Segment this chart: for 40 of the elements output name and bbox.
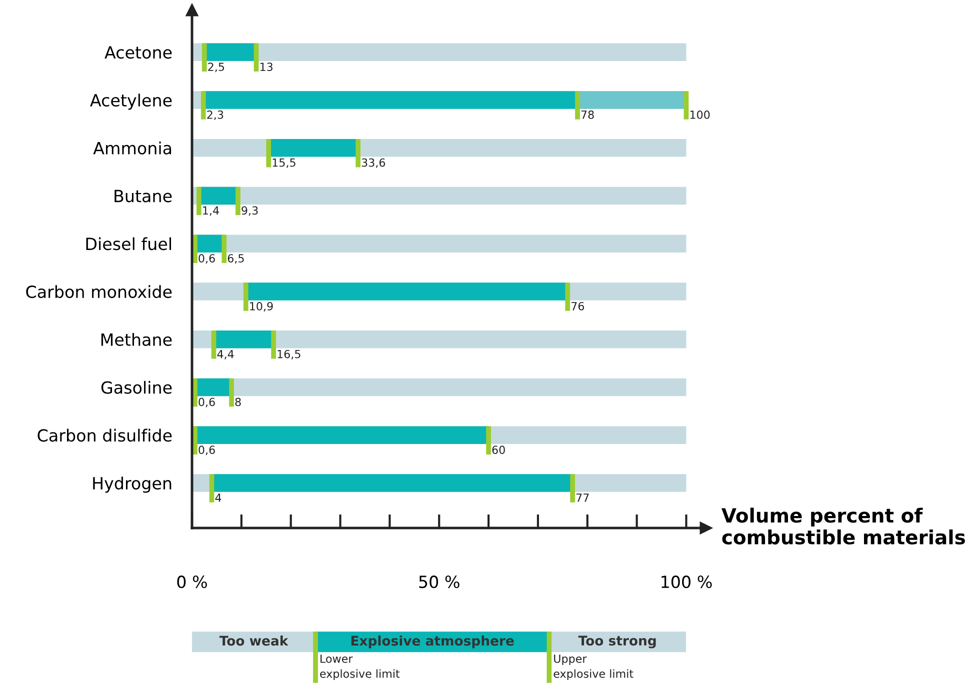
y-tick-label: Carbon disulfide — [38, 428, 172, 442]
annotation: 100 — [690, 110, 710, 119]
y-tick-label: Methane — [101, 333, 172, 346]
annotation: 0,6 — [198, 398, 215, 408]
annotation: 77 — [576, 494, 589, 502]
y-tick-label: Carbon monoxide — [26, 285, 172, 298]
x-axis-title: Volume percent of combustible materials — [722, 508, 965, 545]
y-tick-label: Butane — [114, 190, 172, 202]
y-tick-label: Acetone — [104, 46, 172, 59]
y-tick-label: Ammonia — [93, 142, 172, 154]
text: Lower explosive limit — [320, 654, 400, 680]
y-tick-label: Hydrogen — [93, 476, 172, 493]
annotation: 16,5 — [278, 350, 300, 360]
annotation: 78 — [581, 110, 594, 119]
annotation: 2,3 — [207, 110, 224, 120]
annotation: 10,9 — [250, 302, 273, 312]
annotation: 4,4 — [217, 350, 234, 360]
x-tick-label: 0 % — [177, 576, 207, 588]
annotation: 9,3 — [242, 206, 258, 216]
annotation: 13 — [260, 62, 272, 72]
text: Upper explosive limit — [554, 654, 634, 680]
annotation: 76 — [571, 302, 584, 310]
annotation: 33,6 — [362, 158, 386, 168]
text: Too weak — [219, 635, 288, 646]
annotation: 60 — [492, 446, 505, 454]
annotation: 4 — [215, 494, 222, 502]
annotation: 6,5 — [228, 254, 244, 264]
annotation: 15,5 — [272, 158, 296, 168]
y-tick-label: Gasoline — [101, 380, 172, 394]
x-tick-label: 100 % — [662, 576, 712, 588]
y-tick-label: Acetylene — [90, 94, 172, 110]
text: Explosive atmosphere — [351, 635, 514, 648]
annotation: 0,6 — [198, 254, 215, 264]
y-tick-label: Diesel fuel — [86, 237, 171, 250]
x-tick-label: 50 % — [419, 576, 460, 588]
annotation: 2,5 — [208, 62, 224, 72]
annotation: 0,6 — [198, 446, 215, 456]
annotation: 8 — [235, 398, 241, 406]
text: Too strong — [578, 636, 656, 648]
annotation: 1,4 — [203, 206, 219, 216]
